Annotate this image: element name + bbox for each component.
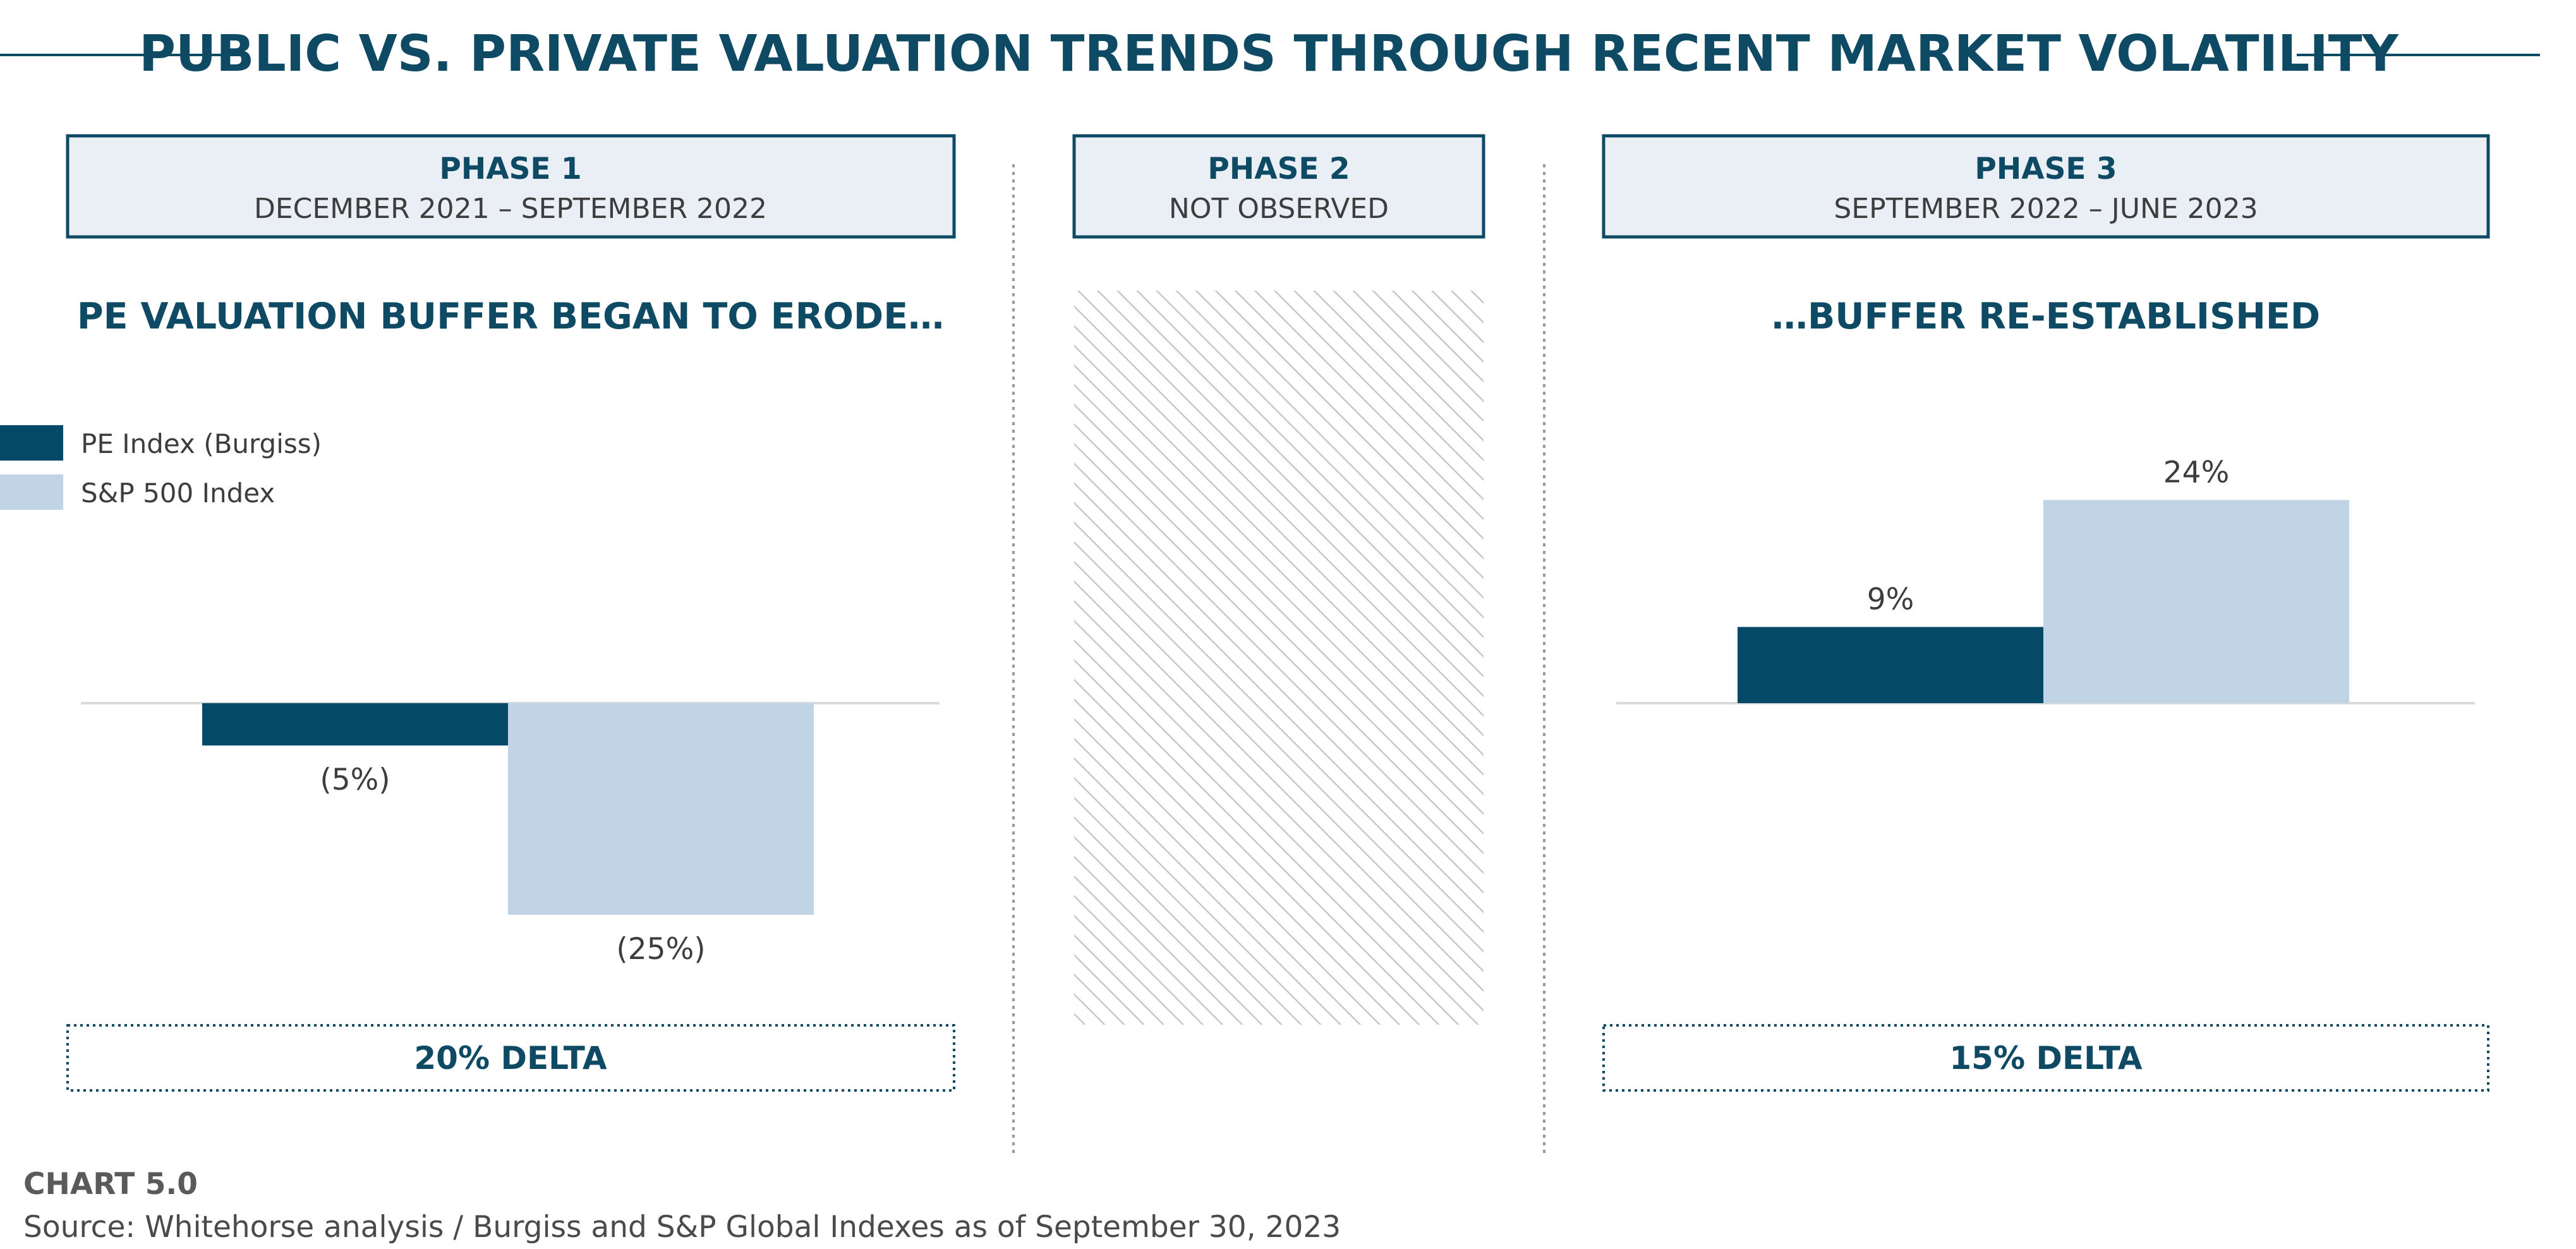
chart-number: CHART 5.0 (23, 1167, 198, 1202)
phase2-subtitle: NOT OBSERVED (1169, 193, 1389, 225)
phase1-label-pe: (5%) (320, 763, 390, 797)
phase1-header-box (66, 134, 956, 239)
phase3-label-sp: 24% (2163, 455, 2229, 490)
phase2-title: PHASE 2 (1207, 152, 1350, 186)
phase1-subtitle: DECEMBER 2021 – SEPTEMBER 2022 (254, 193, 767, 225)
legend-label-pe: PE Index (Burgiss) (81, 428, 322, 459)
phase1-headline: PE VALUATION BUFFER BEGAN TO ERODE… (77, 296, 944, 337)
phase3-label-pe: 9% (1867, 582, 1914, 617)
chart-title: PUBLIC VS. PRIVATE VALUATION TRENDS THRO… (139, 25, 2398, 83)
phase1-bar-pe (202, 703, 508, 745)
phase3-delta-box (1602, 1024, 2489, 1092)
phase1-label-sp: (25%) (616, 932, 705, 967)
phase2-not-observed-hatch (1074, 291, 1484, 1025)
phase3-headline: …BUFFER RE-ESTABLISHED (1772, 296, 2320, 337)
phase3-delta: 15% DELTA (1949, 1040, 2143, 1077)
phase3-header-box (1602, 134, 2490, 239)
legend-label-sp: S&P 500 Index (81, 478, 275, 509)
phase3-subtitle: SEPTEMBER 2022 – JUNE 2023 (1834, 193, 2258, 225)
legend-swatch-sp (0, 474, 63, 510)
phase1-title: PHASE 1 (439, 152, 581, 186)
phase3-bar-sp (2043, 500, 2349, 703)
phase2-header-box (1072, 134, 1485, 239)
phase3-bars: 9% 24% (1738, 455, 2349, 703)
phase1-bar-sp (508, 703, 814, 915)
phase3-bar-pe (1738, 627, 2043, 703)
phase3-title: PHASE 3 (1974, 152, 2117, 186)
legend-swatch-pe (0, 425, 63, 461)
phase1-bars: (5%) (25%) (202, 703, 814, 967)
phase1-delta-box (66, 1024, 955, 1092)
source-note: Source: Whitehorse analysis / Burgiss an… (23, 1210, 1341, 1245)
phase1-delta: 20% DELTA (414, 1040, 607, 1077)
